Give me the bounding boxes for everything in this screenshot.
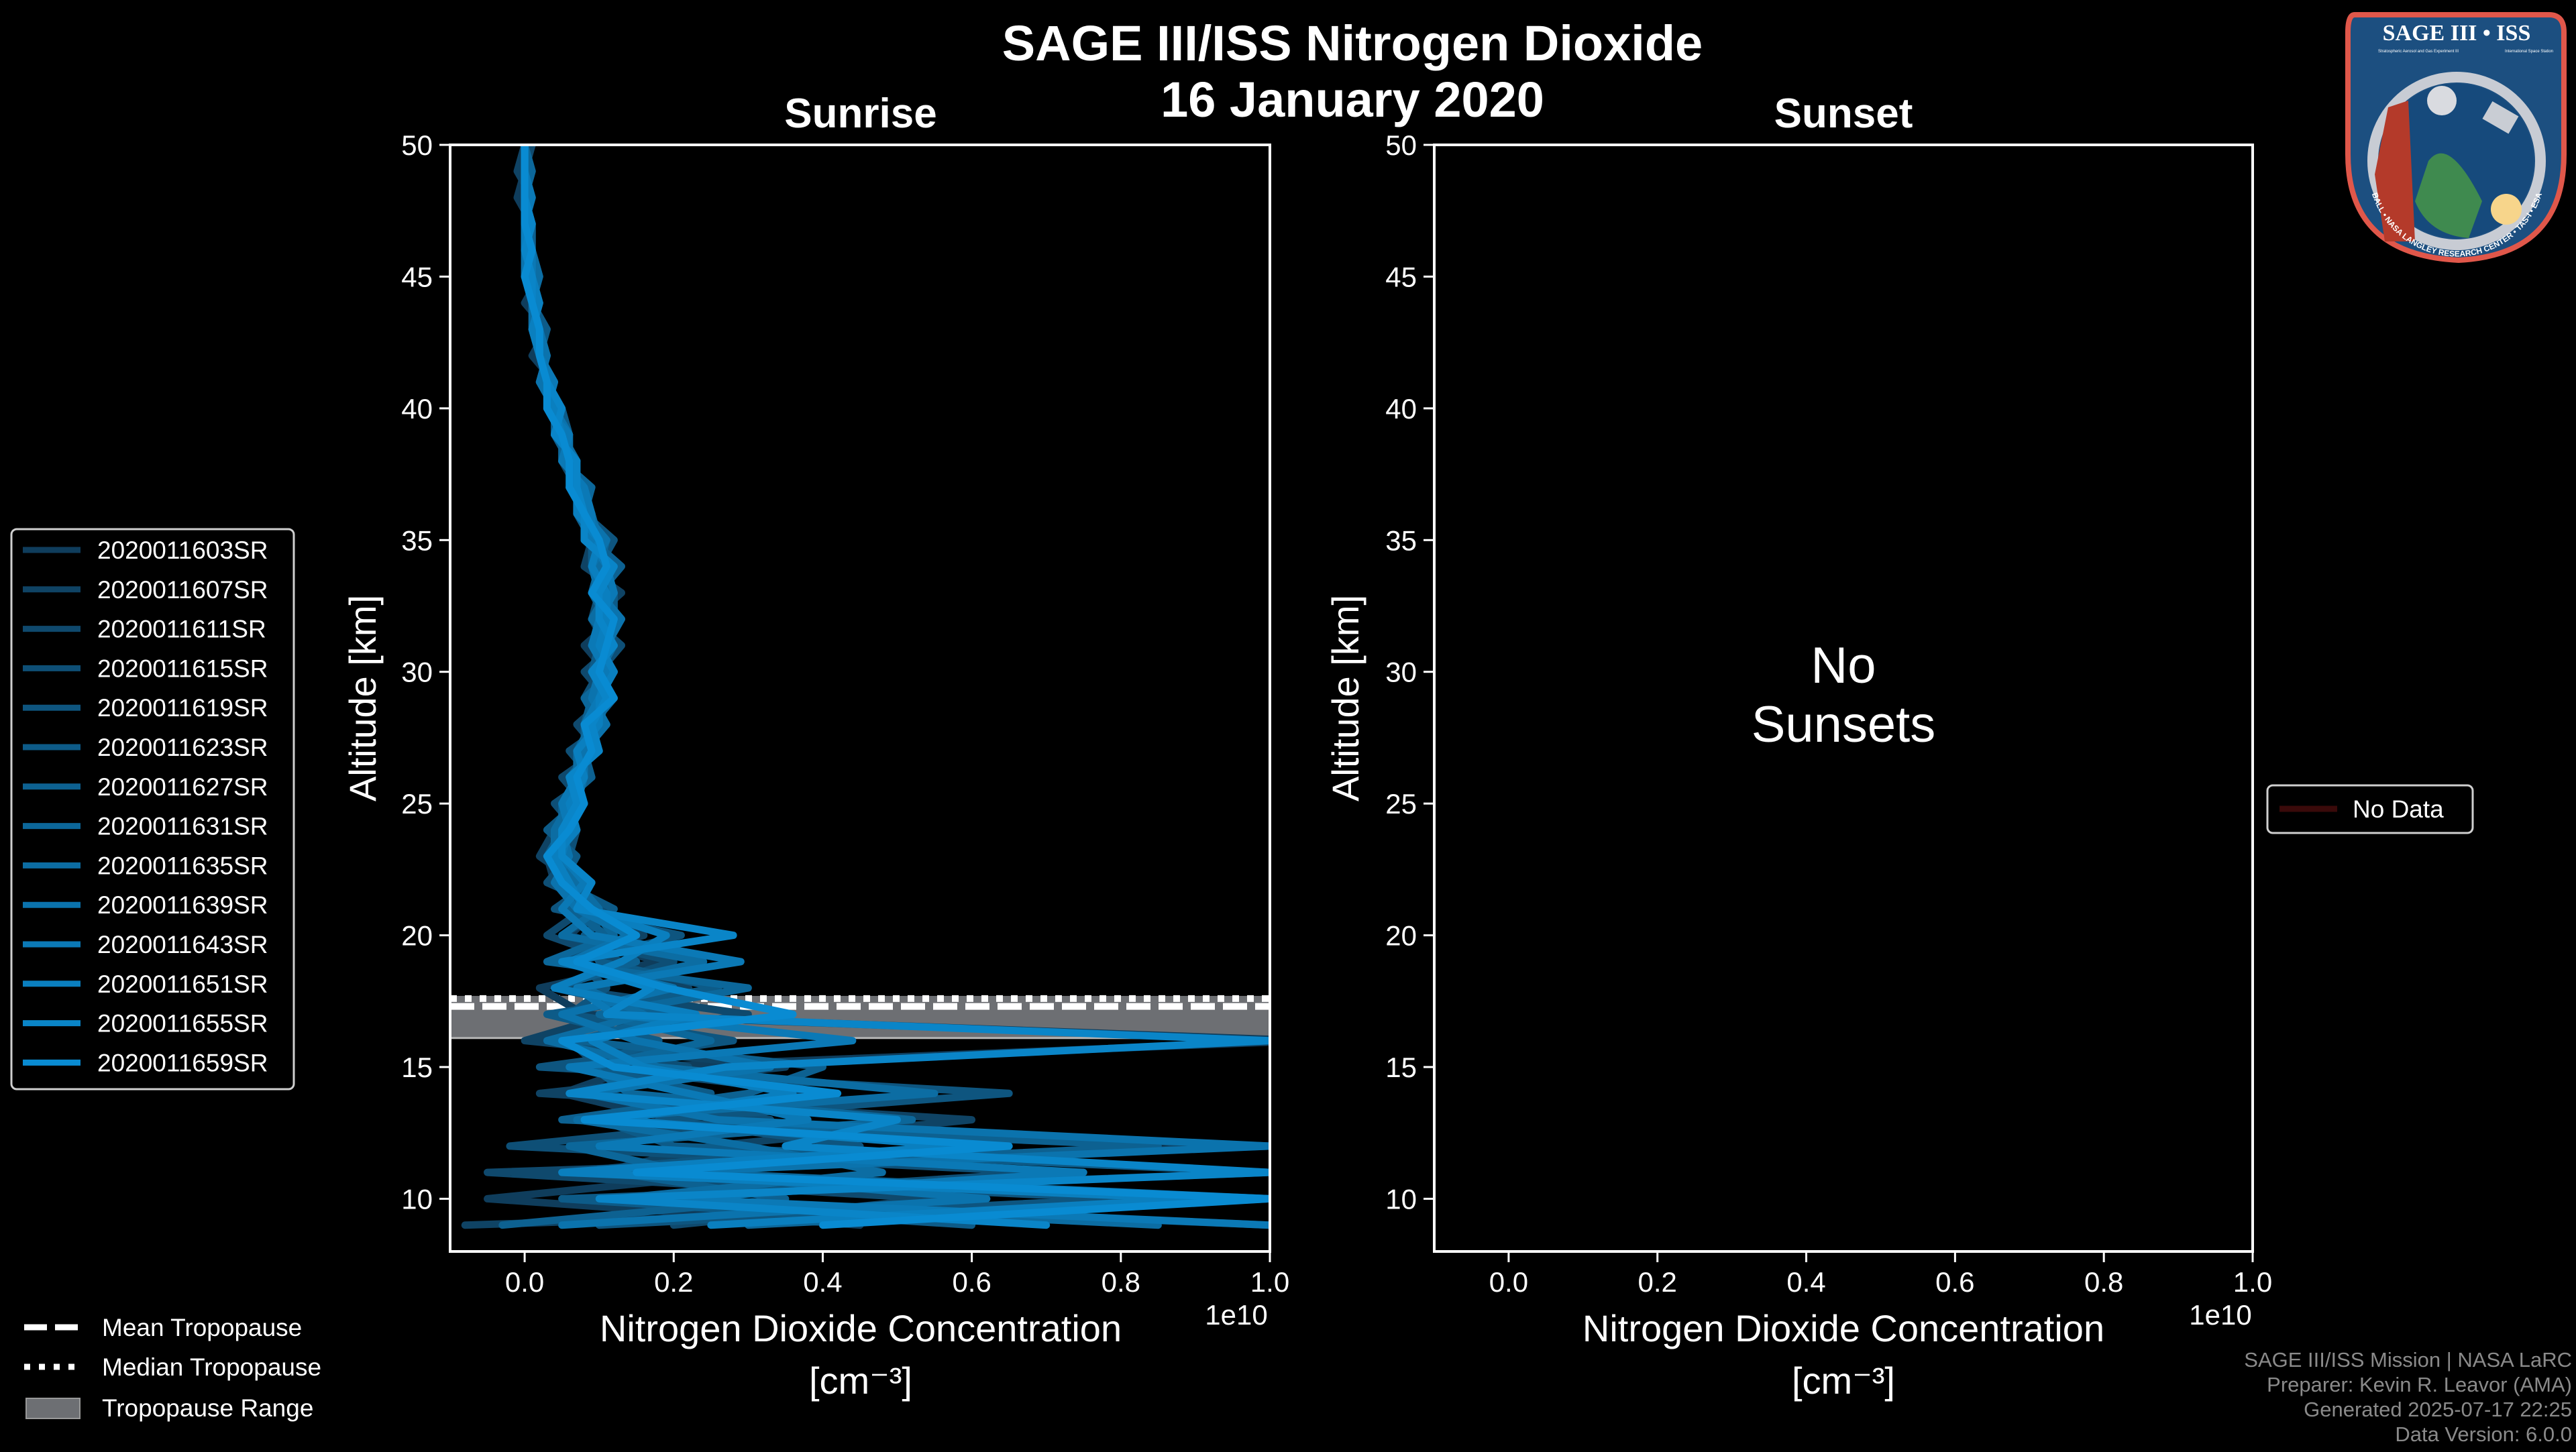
sunrise-xtick-label: 1.0	[1250, 1266, 1289, 1298]
sunset-ytick-label: 40	[1385, 393, 1417, 425]
logo-sub-left: Stratospheric Aerosol and Gas Experiment…	[2378, 50, 2459, 54]
legend-label: 2020011623SR	[97, 734, 268, 761]
sunrise-xtick-label: 0.8	[1102, 1266, 1140, 1298]
sunset-xtick-label: 0.6	[1935, 1266, 1974, 1298]
sunrise-ytick-label: 45	[401, 261, 433, 292]
legend-label: 2020011635SR	[97, 852, 268, 879]
sunset-xlabel-unit: [cm⁻³]	[1792, 1359, 1895, 1402]
sunrise-ytick-label: 10	[401, 1183, 433, 1215]
legend-label: 2020011643SR	[97, 931, 268, 958]
no-data-legend: No Data	[2266, 784, 2474, 834]
legend-label: 2020011611SR	[97, 616, 266, 643]
sunset-x-offset: 1e10	[2189, 1299, 2251, 1331]
sunrise-ytick-label: 50	[401, 129, 433, 161]
legend-label: 2020011627SR	[97, 773, 268, 801]
figure-date: 16 January 2020	[1161, 72, 1544, 127]
sunrise-xtick-label: 0.6	[952, 1266, 991, 1298]
sunset-ylabel: Altitude [km]	[1324, 595, 1366, 801]
sunset-ytick-label: 20	[1385, 920, 1417, 952]
sunset-ytick-label: 30	[1385, 657, 1417, 688]
sunset-xlabel: Nitrogen Dioxide Concentration	[1582, 1307, 2104, 1349]
sunrise-xtick-label: 0.4	[803, 1266, 842, 1298]
sunrise-x-offset: 1e10	[1205, 1299, 1267, 1331]
sunrise-xlabel: Nitrogen Dioxide Concentration	[600, 1307, 1122, 1349]
profile-lines	[461, 145, 1270, 1229]
sunrise-xlabel-unit: [cm⁻³]	[809, 1359, 912, 1402]
sunrise-panel-title: Sunrise	[784, 91, 936, 137]
tropopause-range-handle	[25, 1398, 80, 1419]
sunset-xtick-label: 0.4	[1786, 1266, 1825, 1298]
sunset-xtick-label: 0.2	[1638, 1266, 1677, 1298]
legend-label: 2020011659SR	[97, 1049, 268, 1076]
sunrise-ytick-label: 20	[401, 920, 433, 952]
profile-line-2020011659SR	[521, 145, 1270, 1229]
footer-preparer: Preparer: Kevin R. Leavor (AMA)	[2267, 1373, 2572, 1396]
sunset-plot: 0.0 0.2 0.4 0.6 0.8 1.0 10 15 20 25 30 35 40 45 50 Alt…	[1324, 129, 2474, 1402]
sunset-ytick-label: 45	[1385, 261, 1417, 292]
figure-title: SAGE III/ISS Nitrogen Dioxide	[1002, 15, 1703, 71]
sunrise-ylabel: Altitude [km]	[341, 595, 384, 801]
sunrise-ytick-label: 40	[401, 393, 433, 425]
footer-mission: SAGE III/ISS Mission | NASA LaRC	[2244, 1348, 2572, 1372]
sunset-ytick-label: 25	[1385, 788, 1417, 820]
sunset-xtick-label: 0.8	[2084, 1266, 2123, 1298]
legend-label: 2020011651SR	[97, 970, 268, 998]
sunset-ytick-label: 10	[1385, 1183, 1417, 1215]
sunset-xtick-label: 0.0	[1489, 1266, 1528, 1298]
no-sunsets-line1: No	[1811, 637, 1876, 694]
sunset-ytick-label: 15	[1385, 1052, 1417, 1083]
tropopause-range-label: Tropopause Range	[102, 1394, 313, 1422]
sage-iss-mission-logo: SAGE III • ISS Stratospheric Aerosol and…	[2345, 12, 2567, 264]
legend-label: 2020011631SR	[97, 813, 268, 840]
sunrise-plot: 0.0 0.2 0.4 0.6 0.8 1.0 10 15 20 25 30 35 40 45 50 Alt…	[341, 129, 1289, 1402]
no-data-legend-label: No Data	[2353, 795, 2444, 823]
sunset-panel-title: Sunset	[1774, 91, 1913, 137]
sunrise-ytick-label: 35	[401, 524, 433, 556]
sunset-ticks: 0.0 0.2 0.4 0.6 0.8 1.0 10 15 20 25 30 35 40 45 50	[1385, 129, 2272, 1298]
legend-label: 2020011639SR	[97, 891, 268, 919]
logo-title: SAGE III • ISS	[2383, 21, 2531, 46]
sunrise-ticks: 0.0 0.2 0.4 0.6 0.8 1.0 10 15 20 25 30 35 40 45 50	[401, 129, 1289, 1298]
sunrise-xtick-label: 0.0	[505, 1266, 544, 1298]
sunset-ytick-label: 50	[1385, 129, 1417, 161]
mean-tropopause-label: Mean Tropopause	[102, 1314, 302, 1341]
legend-label: 2020011619SR	[97, 694, 268, 722]
legend-label: 2020011655SR	[97, 1010, 268, 1038]
logo-sub-right: International Space Station	[2505, 50, 2553, 54]
median-tropopause-label: Median Tropopause	[102, 1353, 321, 1381]
sunrise-ytick-label: 25	[401, 788, 433, 820]
legend-label: 2020011615SR	[97, 655, 268, 682]
legend-label: 2020011603SR	[97, 537, 268, 564]
legend-label: 2020011607SR	[97, 576, 268, 604]
sunrise-xtick-label: 0.2	[654, 1266, 693, 1298]
sunrise-axes-frame	[449, 144, 1271, 1253]
sunset-axes-frame	[1433, 144, 2254, 1253]
sunset-ytick-label: 35	[1385, 524, 1417, 556]
sunset-xtick-label: 1.0	[2233, 1266, 2272, 1298]
tropopause-legend: Mean Tropopause Median Tropopause Tropop…	[24, 1314, 321, 1422]
footer-generated: Generated 2025-07-17 22:25	[2304, 1398, 2572, 1421]
series-legend: 2020011603SR 2020011607SR 2020011611SR 2020…	[10, 528, 295, 1091]
footer-version: Data Version: 6.0.0	[2395, 1422, 2572, 1446]
sunrise-ytick-label: 30	[401, 657, 433, 688]
no-sunsets-line2: Sunsets	[1752, 696, 1936, 753]
sunrise-ytick-label: 15	[401, 1052, 433, 1083]
